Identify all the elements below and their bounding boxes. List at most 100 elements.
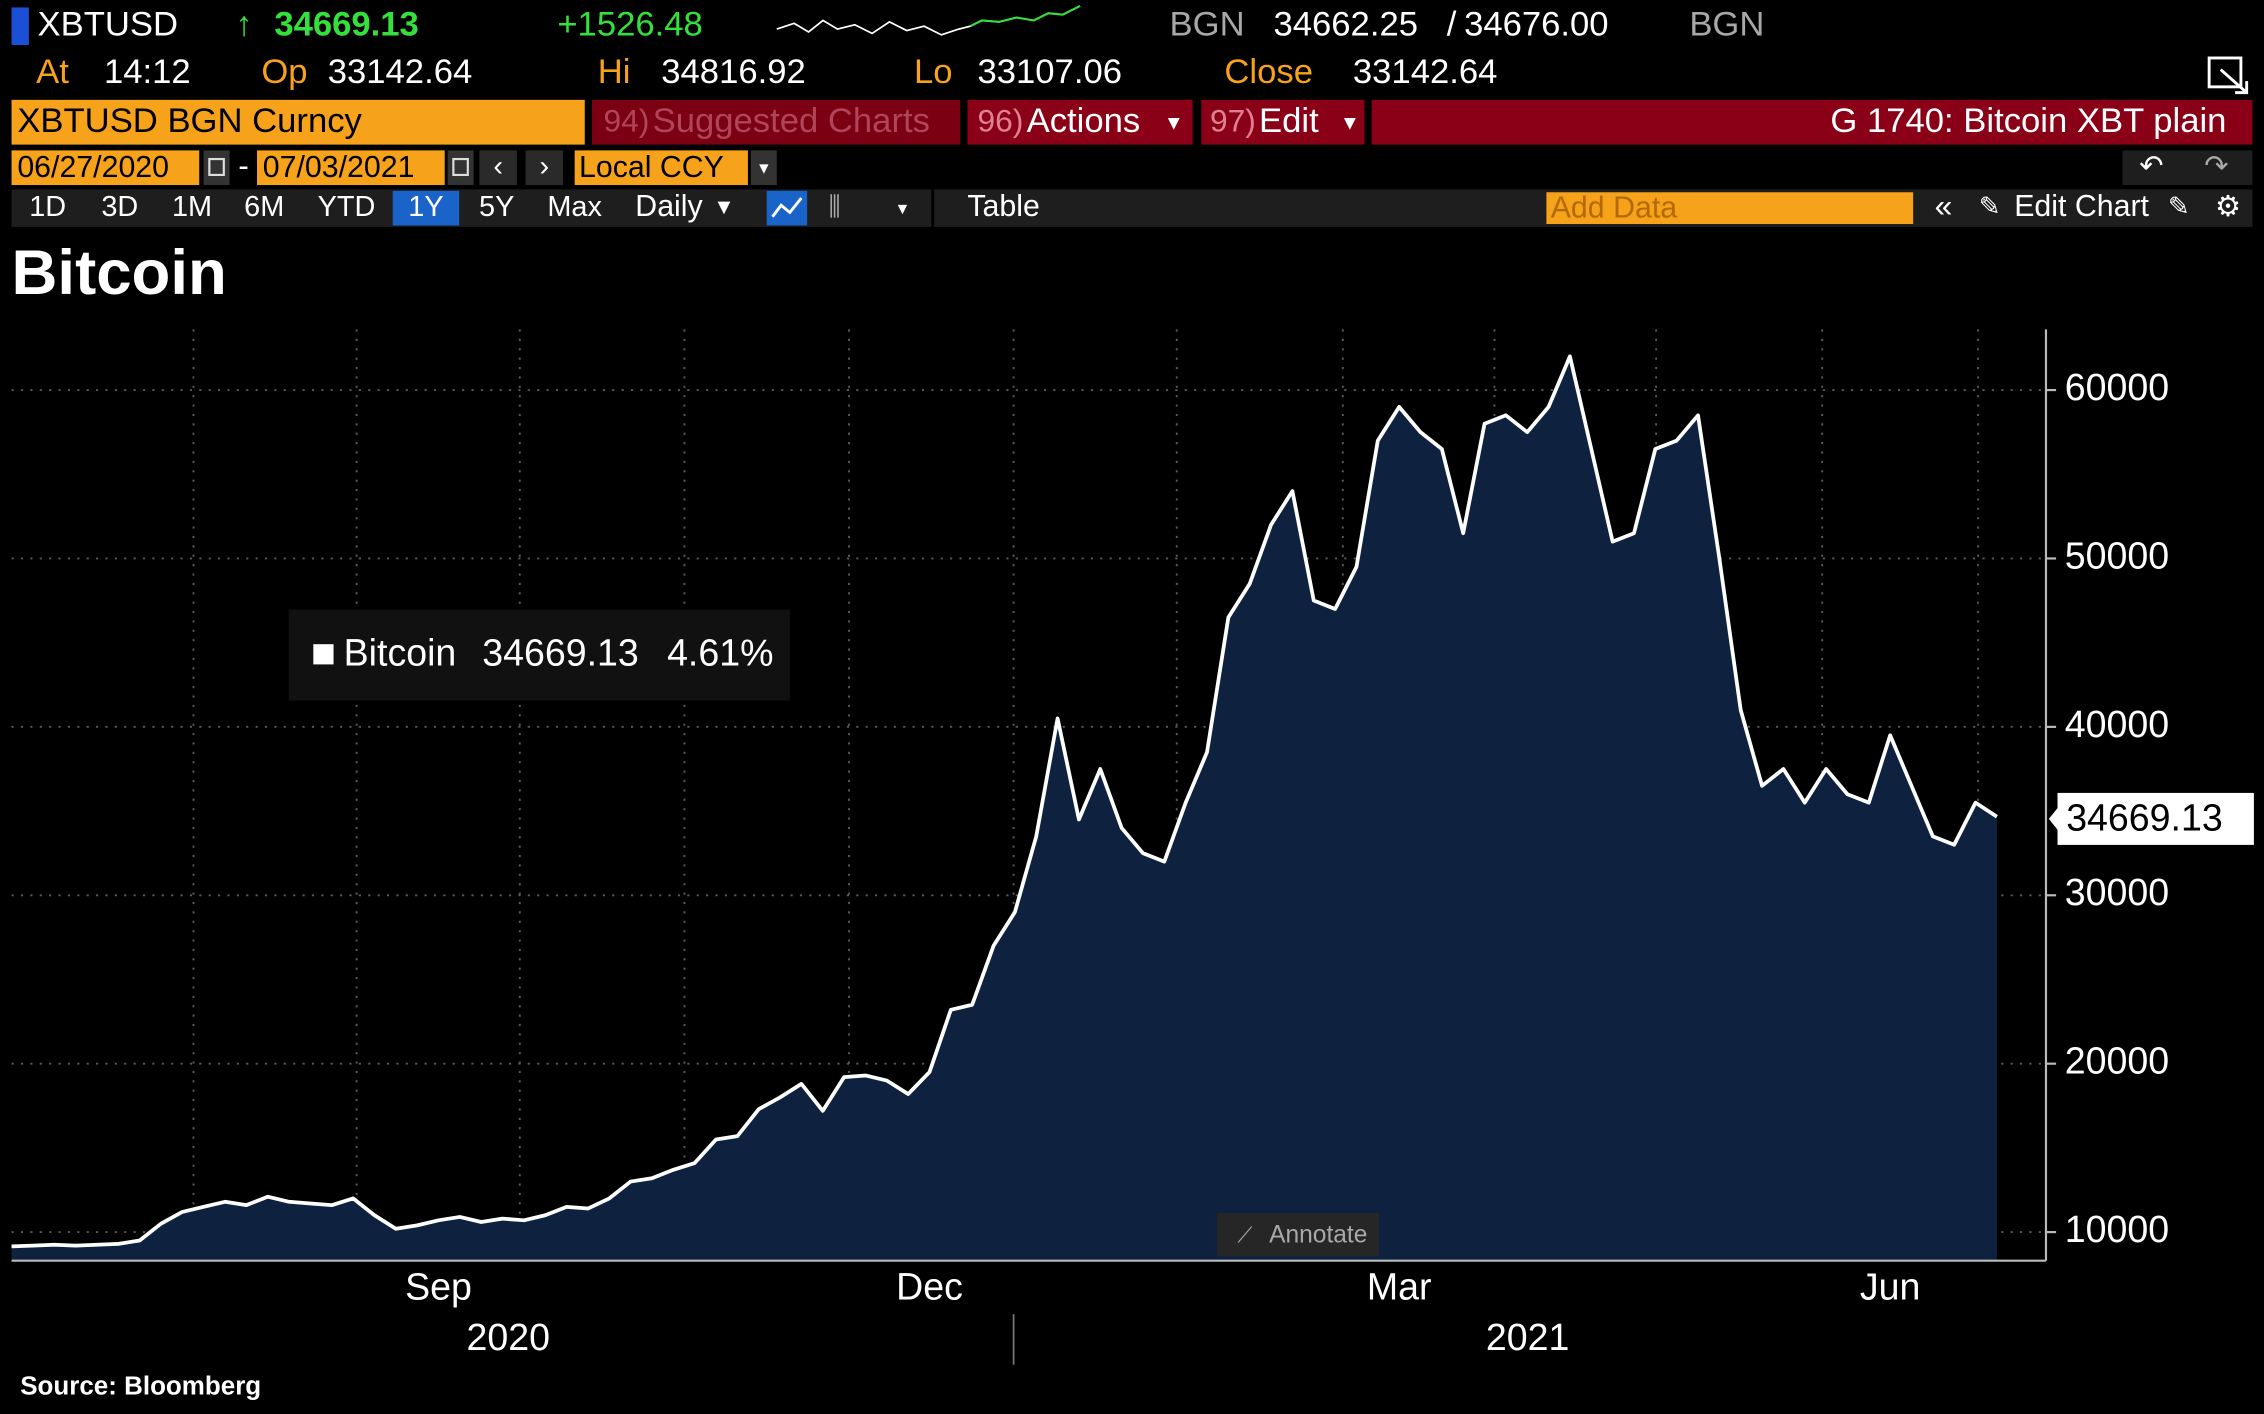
legend-swatch <box>313 644 334 665</box>
price-line <box>11 354 1998 1249</box>
chart-title: Bitcoin <box>12 237 227 308</box>
annotate-button[interactable] <box>1217 1213 1379 1257</box>
y-tick-label: 60000 <box>2065 366 2169 408</box>
add-data-field[interactable] <box>1546 192 1914 225</box>
period-button[interactable]: YTD <box>318 191 376 223</box>
currency-dropdown[interactable] <box>750 150 777 186</box>
menu-number: 94) <box>604 102 650 138</box>
ticker: XBTUSD <box>38 5 179 43</box>
legend-name: Bitcoin <box>344 632 457 674</box>
last-price: 34669.13 <box>274 5 418 43</box>
period-button[interactable]: 6M <box>244 191 284 223</box>
period-button[interactable]: 5Y <box>479 191 514 223</box>
ask: 34676.00 <box>1464 5 1608 43</box>
sparkline-up <box>969 5 1081 28</box>
close: 33142.64 <box>1353 53 1497 91</box>
calendar-icon <box>208 157 225 177</box>
y-tick-label: 10000 <box>2065 1208 2169 1250</box>
security: XBTUSD BGN Curncy <box>17 102 362 140</box>
menu-button[interactable] <box>591 99 961 145</box>
last-price-box <box>2057 792 2254 845</box>
source: Source: Bloomberg <box>20 1371 261 1401</box>
period-button[interactable]: 1M <box>172 191 212 223</box>
period-button[interactable]: Max <box>547 191 602 223</box>
period-button[interactable]: 1D <box>29 191 66 223</box>
prev-icon: ‹ <box>493 150 503 182</box>
dropdown-arrow: ▼ <box>895 201 911 218</box>
legend-value: 34669.13 <box>482 632 639 674</box>
menu-button[interactable] <box>967 99 1193 145</box>
collapse-button[interactable]: « <box>1935 188 1953 224</box>
period-selected <box>392 190 460 226</box>
calendar-button[interactable] <box>203 150 230 186</box>
calendar-icon <box>452 157 469 177</box>
y-tick-label: 20000 <box>2065 1040 2169 1082</box>
undo-bar <box>2122 150 2253 186</box>
date-field[interactable] <box>11 150 200 186</box>
dropdown-arrow: ▼ <box>756 160 772 177</box>
time: 14:12 <box>104 53 191 91</box>
next-icon: › <box>540 150 550 182</box>
year-label: 2020 <box>466 1316 550 1358</box>
annotate-label: Annotate <box>1269 1222 1367 1249</box>
menu-number: 97) <box>1210 102 1256 138</box>
start-date: 06/27/2020 <box>17 151 169 184</box>
dropdown-arrow: ▼ <box>1164 113 1184 135</box>
dash: - <box>238 147 249 183</box>
divider <box>931 189 935 227</box>
close-label: Close <box>1224 53 1313 91</box>
menu-label: Edit <box>1259 102 1319 140</box>
area-fill <box>11 356 1997 1261</box>
marker <box>11 7 29 45</box>
undo-button[interactable]: ↶ <box>2139 150 2163 182</box>
currency-field[interactable] <box>574 150 748 186</box>
year-label: 2021 <box>1486 1316 1570 1358</box>
price-source: BGN <box>1689 5 1764 43</box>
bid: 34662.25 <box>1274 5 1418 43</box>
currency: Local CCY <box>579 151 724 184</box>
period-group: 1D 3D 1M 6M YTD 1Y 5Y Max <box>29 191 602 226</box>
interval[interactable]: Daily <box>635 190 703 223</box>
line-chart-button[interactable] <box>766 190 808 226</box>
pencil-icon: ✎ <box>1979 191 2001 221</box>
line-chart-icon <box>771 197 803 218</box>
edit-chart-button[interactable]: Edit Chart <box>2014 190 2149 223</box>
menu-button[interactable] <box>1201 99 1365 145</box>
menu-number: 96) <box>978 102 1024 138</box>
popout-icon[interactable] <box>2207 56 2249 95</box>
separator: / <box>1447 5 1457 43</box>
calendar-button[interactable] <box>447 150 474 186</box>
last-price-label: 34669.13 <box>2066 796 2223 838</box>
legend-change: 4.61% <box>667 632 773 674</box>
page-title: G 1740: Bitcoin XBT plain <box>1830 102 2226 140</box>
open-label: Op <box>261 53 307 91</box>
period-button[interactable]: 3D <box>101 191 138 223</box>
redo-button[interactable]: ↷ <box>2204 150 2228 182</box>
security-field[interactable] <box>11 99 585 145</box>
high: 34816.92 <box>661 53 805 91</box>
prev-button[interactable] <box>479 150 517 186</box>
settings-button[interactable]: ⚙ <box>2215 191 2241 223</box>
draw-button[interactable]: ✎ <box>2168 191 2190 221</box>
bar-chart-button[interactable]: ⫼ <box>829 191 841 221</box>
y-tick-label: 30000 <box>2065 871 2169 913</box>
annotate-icon: ⟋ <box>1237 1222 1253 1247</box>
high-label: Hi <box>598 53 631 91</box>
x-tick-label: Jun <box>1860 1266 1921 1308</box>
end-date: 07/03/2021 <box>263 151 415 184</box>
low: 33107.06 <box>978 53 1122 91</box>
icon-frame <box>2207 56 2243 89</box>
period-button[interactable]: 1Y <box>408 191 443 223</box>
dropdown-arrow: ▼ <box>1340 113 1360 135</box>
date-field[interactable] <box>257 150 445 186</box>
table-button[interactable]: Table <box>967 190 1039 223</box>
low-label: Lo <box>914 53 953 91</box>
y-tick-label: 50000 <box>2065 534 2169 576</box>
dropdown-arrow: ▼ <box>713 194 734 219</box>
time-label: At <box>36 53 69 91</box>
open: 33142.64 <box>328 53 472 91</box>
next-button[interactable] <box>525 150 564 186</box>
net-change: +1526.48 <box>557 5 702 43</box>
legend-box <box>288 609 790 701</box>
